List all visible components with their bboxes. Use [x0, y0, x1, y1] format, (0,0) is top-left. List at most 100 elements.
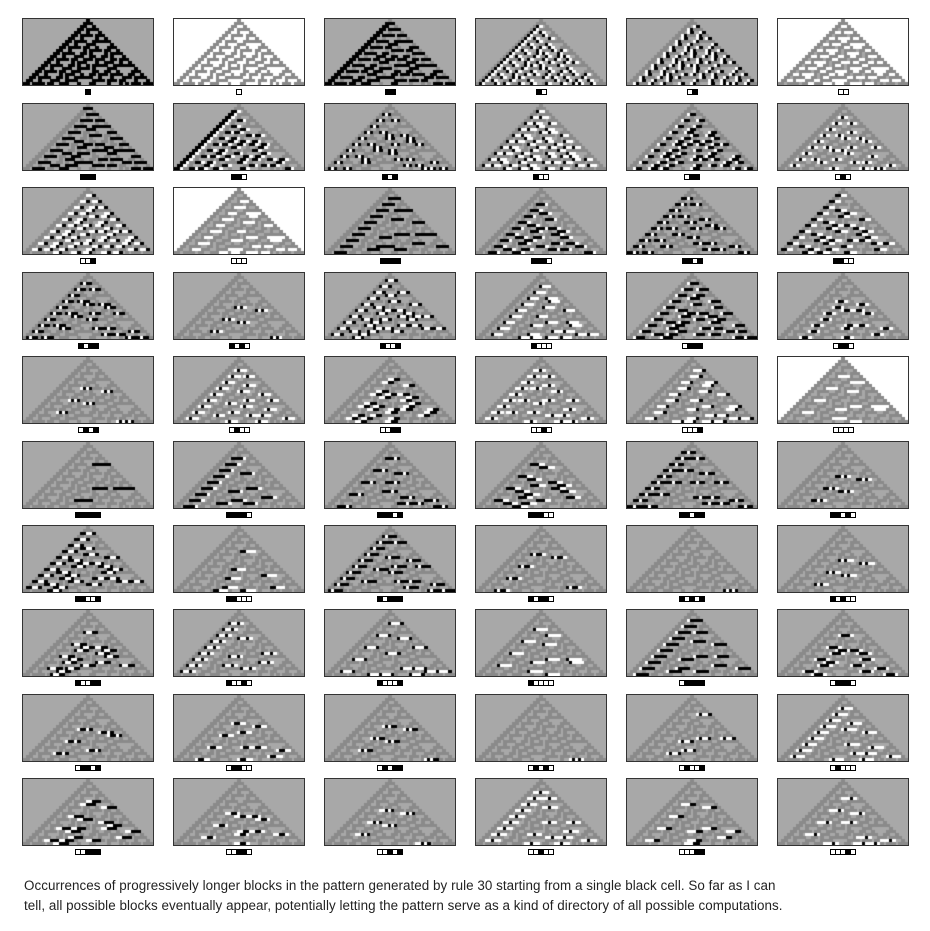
white-cell	[545, 258, 552, 264]
rule30-pattern	[627, 357, 757, 423]
block-glyph	[832, 343, 854, 350]
block-glyph	[226, 849, 252, 856]
rule30-pattern	[174, 442, 304, 508]
rule30-pattern	[23, 695, 153, 761]
block-glyph	[377, 680, 403, 687]
rule30-pattern	[23, 188, 153, 254]
black-cell	[699, 512, 705, 518]
pattern-panel	[777, 609, 909, 677]
caption-line-2: tell, all possible blocks eventually app…	[24, 898, 783, 913]
block-glyph	[679, 680, 705, 687]
pattern-panel	[22, 441, 154, 509]
pattern-panel	[777, 272, 909, 340]
pattern-panel	[475, 187, 607, 255]
rule30-pattern	[778, 188, 908, 254]
white-cell	[548, 765, 554, 771]
rule30-pattern	[778, 610, 908, 676]
pattern-panel	[777, 18, 909, 86]
caption-line-1: Occurrences of progressively longer bloc…	[24, 878, 776, 893]
white-cell	[246, 512, 252, 518]
block-glyph	[684, 174, 700, 181]
rule30-pattern	[325, 104, 455, 170]
black-cell	[394, 427, 401, 433]
rule30-pattern	[476, 695, 606, 761]
pattern-panel	[22, 356, 154, 424]
pattern-panel	[475, 272, 607, 340]
block-glyph	[226, 596, 252, 603]
pattern-panel	[173, 778, 305, 846]
white-cell	[243, 427, 250, 433]
black-cell	[95, 512, 101, 518]
black-cell	[95, 596, 101, 602]
pattern-panel	[626, 356, 758, 424]
block-glyph	[80, 258, 96, 265]
pattern-panel	[475, 441, 607, 509]
white-cell	[236, 89, 242, 95]
block-glyph	[382, 174, 398, 181]
white-cell	[241, 174, 247, 180]
block-glyph	[686, 89, 698, 96]
block-glyph	[681, 427, 703, 434]
rule30-pattern	[325, 779, 455, 845]
white-cell	[850, 849, 856, 855]
rule30-pattern	[627, 779, 757, 845]
pattern-panel	[324, 103, 456, 171]
block-glyph	[530, 343, 552, 350]
block-glyph	[75, 596, 101, 603]
white-cell	[548, 680, 554, 686]
pattern-panel	[777, 441, 909, 509]
rule30-pattern	[23, 19, 153, 85]
rule30-pattern	[778, 273, 908, 339]
pattern-panel	[22, 694, 154, 762]
rule30-pattern	[174, 695, 304, 761]
pattern-panel	[626, 103, 758, 171]
black-cell	[397, 596, 403, 602]
block-glyph	[85, 89, 91, 96]
rule30-pattern	[476, 442, 606, 508]
pattern-panel	[626, 694, 758, 762]
rule30-pattern	[174, 357, 304, 423]
black-cell	[691, 89, 698, 95]
pattern-panel	[324, 272, 456, 340]
pattern-panel	[173, 525, 305, 593]
white-cell	[246, 849, 252, 855]
white-cell	[850, 596, 856, 602]
rule30-pattern	[627, 526, 757, 592]
rule30-pattern	[325, 526, 455, 592]
rule30-pattern	[174, 104, 304, 170]
block-glyph	[77, 343, 99, 350]
rule30-pattern	[476, 610, 606, 676]
pattern-panel	[475, 103, 607, 171]
black-cell	[392, 174, 398, 180]
rule30-pattern	[778, 19, 908, 85]
white-cell	[241, 258, 247, 264]
pattern-panel	[22, 18, 154, 86]
rule30-pattern	[476, 273, 606, 339]
black-cell	[397, 680, 403, 686]
pattern-panel	[173, 18, 305, 86]
white-cell	[246, 680, 252, 686]
rule30-pattern	[778, 357, 908, 423]
pattern-panel	[324, 356, 456, 424]
rule30-pattern	[627, 695, 757, 761]
pattern-panel	[626, 778, 758, 846]
rule30-pattern	[23, 610, 153, 676]
block-glyph	[379, 343, 401, 350]
rule30-pattern	[23, 779, 153, 845]
block-glyph	[226, 512, 252, 519]
block-glyph	[226, 765, 252, 772]
rule30-pattern	[627, 19, 757, 85]
white-cell	[850, 680, 856, 686]
rule30-pattern	[476, 19, 606, 85]
black-cell	[699, 849, 705, 855]
pattern-panel	[324, 525, 456, 593]
pattern-panel	[475, 18, 607, 86]
rule30-pattern	[325, 695, 455, 761]
black-cell	[397, 849, 403, 855]
rule30-pattern	[325, 188, 455, 254]
pattern-panel	[22, 103, 154, 171]
block-glyph	[530, 258, 552, 265]
block-glyph	[379, 427, 401, 434]
white-cell	[847, 427, 854, 433]
white-cell	[246, 596, 252, 602]
